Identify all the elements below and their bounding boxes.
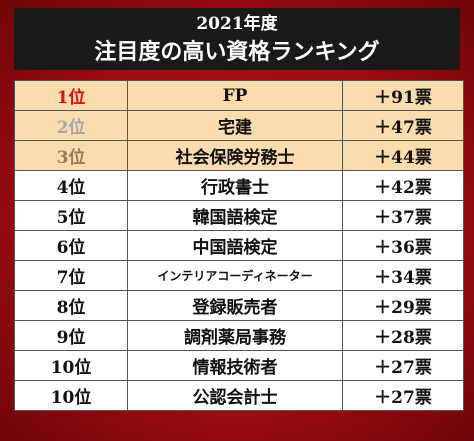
qualification-cell: 中国語検定 <box>127 230 343 261</box>
rank-cell: 9位 <box>14 320 128 351</box>
votes-cell: ＋27票 <box>342 380 464 411</box>
table-row: 3位 社会保険労務士 ＋44票 <box>14 140 464 171</box>
header-year: 2021年度 <box>196 14 278 34</box>
ranking-header: 2021年度 注目度の高い資格ランキング <box>14 8 460 70</box>
rank-cell: 10位 <box>14 350 128 381</box>
rank-cell: 5位 <box>14 200 128 231</box>
rank-cell: 3位 <box>14 140 128 171</box>
qualification-cell: FP <box>127 80 343 111</box>
qualification-cell: 登録販売者 <box>127 290 343 321</box>
qualification-cell: 情報技術者 <box>127 350 343 381</box>
votes-cell: ＋47票 <box>342 110 464 141</box>
votes-cell: ＋44票 <box>342 140 464 171</box>
rank-cell: 7位 <box>14 260 128 291</box>
votes-cell: ＋42票 <box>342 170 464 201</box>
table-row: 5位 韓国語検定 ＋37票 <box>14 200 464 231</box>
qualification-cell: 宅建 <box>127 110 343 141</box>
rank-cell: 10位 <box>14 380 128 411</box>
rank-cell: 6位 <box>14 230 128 261</box>
rank-cell: 4位 <box>14 170 128 201</box>
header-title: 注目度の高い資格ランキング <box>94 39 380 65</box>
ranking-table: 1位 FP ＋91票 2位 宅建 ＋47票 3位 社会保険労務士 ＋44票 4位… <box>14 80 464 411</box>
votes-cell: ＋29票 <box>342 290 464 321</box>
rank-cell: 1位 <box>14 80 128 111</box>
votes-cell: ＋34票 <box>342 260 464 291</box>
table-row: 10位 情報技術者 ＋27票 <box>14 350 464 381</box>
votes-cell: ＋36票 <box>342 230 464 261</box>
votes-cell: ＋91票 <box>342 80 464 111</box>
table-row: 8位 登録販売者 ＋29票 <box>14 290 464 321</box>
table-row: 7位 インテリアコーディネーター ＋34票 <box>14 260 464 291</box>
table-row: 10位 公認会計士 ＋27票 <box>14 380 464 411</box>
table-row: 2位 宅建 ＋47票 <box>14 110 464 141</box>
rank-cell: 2位 <box>14 110 128 141</box>
rank-cell: 8位 <box>14 290 128 321</box>
table-row: 4位 行政書士 ＋42票 <box>14 170 464 201</box>
qualification-cell: インテリアコーディネーター <box>127 260 343 291</box>
qualification-cell: 韓国語検定 <box>127 200 343 231</box>
qualification-cell: 公認会計士 <box>127 380 343 411</box>
table-row: 6位 中国語検定 ＋36票 <box>14 230 464 261</box>
votes-cell: ＋37票 <box>342 200 464 231</box>
votes-cell: ＋27票 <box>342 350 464 381</box>
qualification-cell: 社会保険労務士 <box>127 140 343 171</box>
ranking-card: 2021年度 注目度の高い資格ランキング 1位 FP ＋91票 2位 宅建 ＋4… <box>14 8 464 436</box>
qualification-cell: 行政書士 <box>127 170 343 201</box>
table-row: 1位 FP ＋91票 <box>14 80 464 111</box>
table-row: 9位 調剤薬局事務 ＋28票 <box>14 320 464 351</box>
votes-cell: ＋28票 <box>342 320 464 351</box>
qualification-cell: 調剤薬局事務 <box>127 320 343 351</box>
